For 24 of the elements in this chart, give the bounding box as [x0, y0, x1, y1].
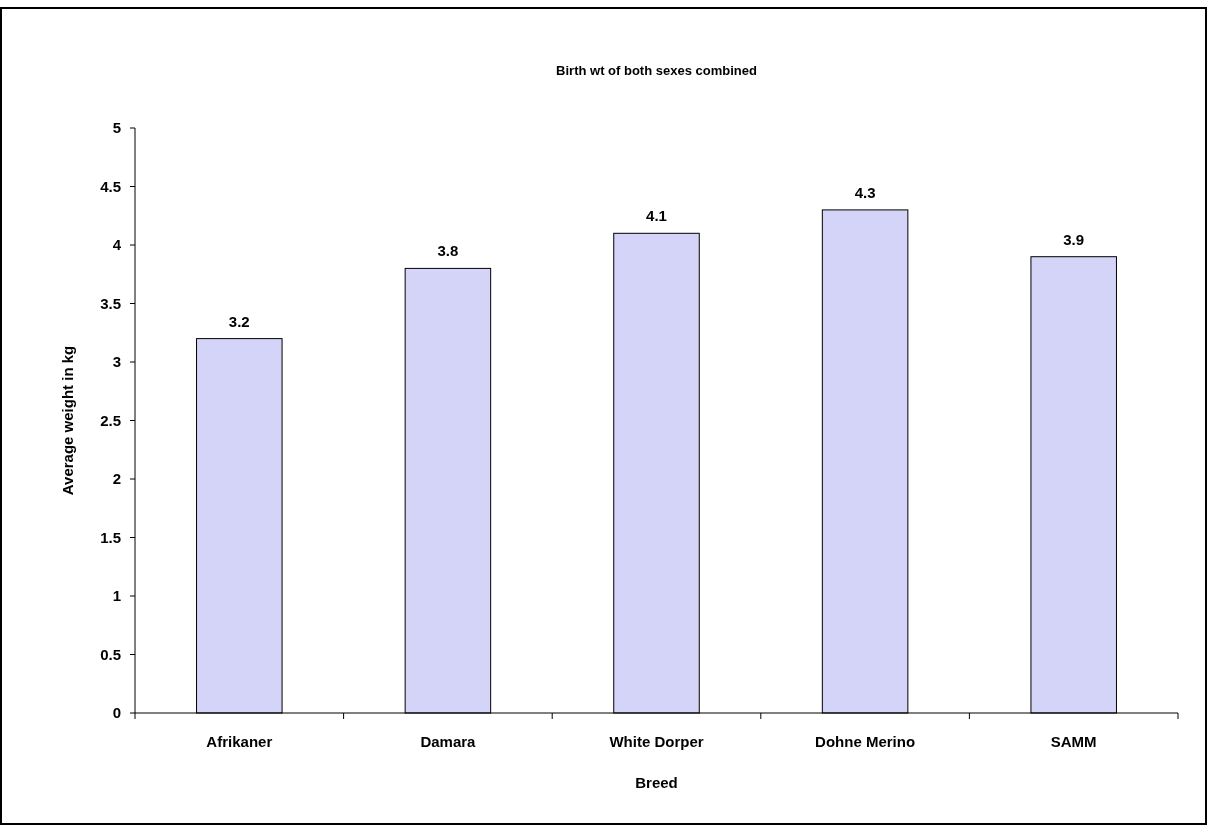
y-tick-label: 2	[112, 470, 121, 488]
y-tick-label: 5	[112, 119, 121, 137]
x-tick-label: Afrikaner	[206, 733, 273, 750]
x-tick-label: White Dorper	[609, 733, 704, 750]
data-label: 3.8	[437, 242, 459, 260]
y-tick-label: 4	[112, 236, 122, 254]
y-tick-label: 4.5	[100, 177, 121, 195]
data-label: 4.1	[646, 207, 667, 225]
chart-title: Birth wt of both sexes combined	[556, 63, 757, 78]
data-label: 4.3	[854, 183, 876, 201]
data-label: 3.2	[228, 312, 250, 330]
y-tick-label: 0.5	[100, 645, 121, 663]
x-tick-label: Dohne Merino	[815, 733, 916, 750]
y-tick-label: 2.5	[100, 411, 121, 429]
y-tick-label: 1.5	[100, 528, 121, 546]
y-axis-title: Average weight in kg	[59, 345, 76, 496]
data-label: 3.9	[1063, 230, 1085, 248]
x-tick-label: Damara	[420, 733, 477, 750]
x-axis-title: Breed	[635, 774, 678, 791]
y-tick-label: 3.5	[100, 294, 121, 312]
y-tick-label: 1	[112, 587, 121, 605]
x-tick-label: SAMM	[1050, 733, 1097, 750]
y-tick-label: 0	[112, 704, 121, 722]
y-tick-label: 3	[112, 353, 121, 371]
